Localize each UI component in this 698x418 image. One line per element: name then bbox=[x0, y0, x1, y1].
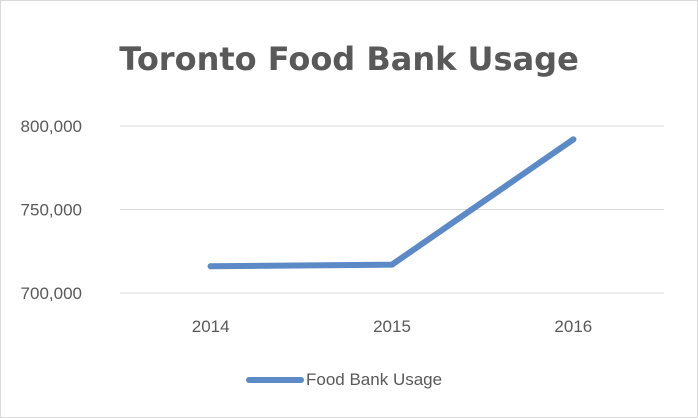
x-tick-label: 2014 bbox=[192, 317, 230, 336]
series-line bbox=[207, 136, 577, 270]
data-point bbox=[389, 261, 395, 268]
legend-swatch bbox=[246, 377, 304, 383]
y-tick-label: 750,000 bbox=[21, 201, 82, 220]
data-point bbox=[570, 136, 577, 143]
x-tick-label: 2015 bbox=[373, 317, 411, 336]
legend-label: Food Bank Usage bbox=[306, 370, 443, 389]
legend: Food Bank Usage bbox=[246, 370, 442, 390]
data-point bbox=[207, 263, 214, 270]
chart-title: Toronto Food Bank Usage bbox=[119, 40, 579, 78]
x-tick-label: 2016 bbox=[554, 317, 592, 336]
y-tick-label: 700,000 bbox=[21, 284, 82, 303]
y-tick-label: 800,000 bbox=[21, 117, 82, 136]
